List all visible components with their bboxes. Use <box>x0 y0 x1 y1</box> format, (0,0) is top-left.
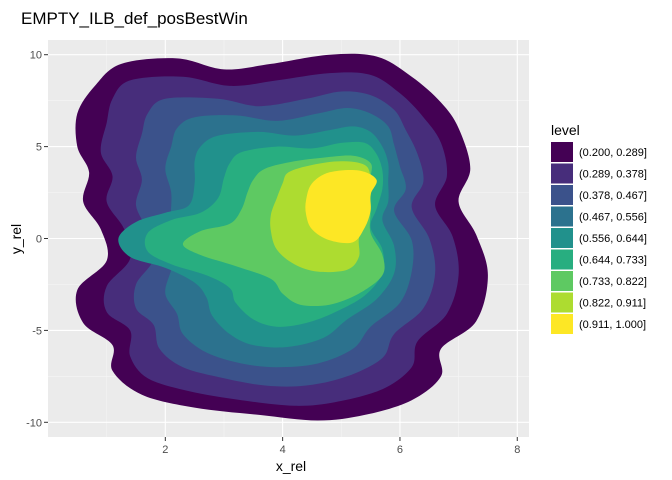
legend-label: (0.822, 0.911] <box>579 297 646 309</box>
y-axis: -10 -5 0 5 10 <box>26 50 48 429</box>
legend-label: (0.378, 0.467] <box>579 190 647 202</box>
y-tick-label: 10 <box>30 50 42 62</box>
x-tick-label: 6 <box>397 444 403 456</box>
x-axis-title: x_rel <box>276 458 306 474</box>
legend-key <box>551 271 573 291</box>
x-axis: 2 4 6 8 <box>162 437 520 456</box>
legend-key <box>551 292 573 313</box>
y-tick-label: -10 <box>26 417 42 429</box>
y-tick-label: -5 <box>32 325 42 337</box>
x-tick-label: 4 <box>280 444 286 456</box>
legend-label: (0.467, 0.556] <box>579 211 647 223</box>
y-axis-title: y_rel <box>8 224 24 254</box>
legend-label: (0.644, 0.733] <box>579 254 647 266</box>
y-tick-label: 5 <box>36 142 42 154</box>
contour-bands <box>75 53 488 421</box>
contour-band-9 <box>305 169 377 244</box>
legend-key <box>551 163 573 184</box>
legend-label: (0.289, 0.378] <box>579 168 647 180</box>
legend-key <box>551 185 573 205</box>
legend-label: (0.200, 0.289] <box>579 147 647 159</box>
legend-key <box>551 228 573 248</box>
legend-key <box>551 314 573 334</box>
chart-title: EMPTY_ILB_def_posBestWin <box>21 9 248 28</box>
legend-label: (0.556, 0.644] <box>579 233 647 245</box>
legend-label: (0.733, 0.822] <box>579 276 647 288</box>
legend-key <box>551 206 573 227</box>
y-tick-label: 0 <box>36 234 42 246</box>
legend: level (0.200, 0.289] (0.289, 0.378] (0.378… <box>551 122 647 334</box>
legend-key <box>551 142 573 162</box>
legend-title: level <box>551 122 580 138</box>
x-tick-label: 8 <box>514 444 520 456</box>
legend-key <box>551 249 573 270</box>
legend-label: (0.911, 1.000] <box>579 319 646 331</box>
x-tick-label: 2 <box>162 444 168 456</box>
